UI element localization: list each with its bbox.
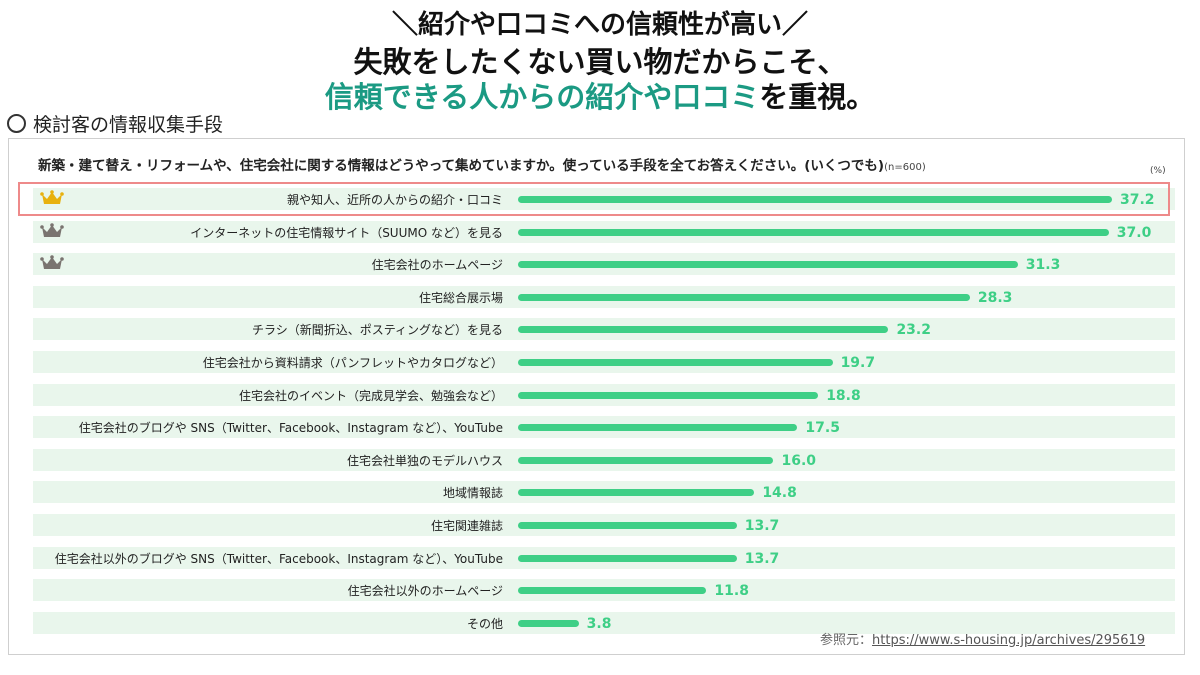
headline-line-3: 信頼できる人からの紹介や口コミを重視。 — [0, 74, 1200, 116]
crown-gray-icon — [40, 255, 64, 275]
bar — [518, 554, 737, 562]
bar — [518, 391, 819, 399]
source-link[interactable]: https://www.s-housing.jp/archives/295619 — [872, 633, 1146, 648]
bar-value-label: 23.2 — [896, 322, 931, 339]
bar — [518, 424, 798, 432]
headline-accent-text: 信頼できる人からの紹介や口コミ — [324, 80, 760, 114]
bar — [518, 228, 1109, 236]
bar-value-label: 11.8 — [714, 583, 749, 600]
bar-value-label: 13.7 — [744, 550, 780, 567]
bar-category-label: 住宅会社以外のホームページ — [347, 584, 503, 599]
bar-category-label: 地域情報誌 — [442, 486, 503, 501]
bar-category-label: 住宅関連雑誌 — [430, 519, 503, 533]
bar — [518, 456, 774, 464]
bar-category-label: 住宅総合展示場 — [418, 290, 503, 305]
bar-category-label: 住宅会社のホームページ — [371, 258, 503, 273]
bar-value-label: 37.2 — [1120, 192, 1155, 208]
section-label: 検討客の情報収集手段 — [7, 110, 223, 137]
section-label-text: 検討客の情報収集手段 — [33, 114, 224, 136]
crown-gold-icon-shape — [40, 190, 64, 204]
chart-title: 新築・建て替え・リフォームや、住宅会社に関する情報はどうやって集めていますか。使… — [38, 154, 926, 174]
bar-value-label: 37.0 — [1116, 224, 1152, 241]
crown-gray-icon — [40, 222, 64, 243]
bar-value-label: 19.7 — [840, 355, 876, 371]
bar-category-label: 住宅会社単独のモデルハウス — [346, 453, 503, 468]
headline-line-2: 失敗をしたくない買い物だからこそ、 — [353, 45, 847, 79]
bar-value-label: 31.3 — [1025, 257, 1061, 274]
bar-value-label: 18.8 — [826, 387, 861, 404]
bar-category-label: 住宅会社から資料請求（パンフレットやカタログなど） — [202, 356, 503, 370]
bar — [518, 489, 755, 497]
headline-rest-text: を重視。 — [759, 80, 876, 114]
bar-value-label: 3.8 — [586, 615, 612, 632]
bar — [518, 326, 889, 334]
highlight-frame — [18, 182, 1170, 216]
sample-size-note: (n=600) — [884, 162, 926, 173]
bar — [518, 587, 707, 595]
bar — [518, 293, 970, 301]
bar-category-label: 住宅会社のイベント（完成見学会、勉強会など） — [238, 388, 503, 403]
bar-value-label: 14.8 — [762, 485, 797, 502]
bar-value-label: 16.0 — [781, 452, 817, 469]
bar — [518, 359, 833, 366]
bar-value-label: 13.7 — [744, 518, 780, 534]
bar-category-label: 親や知人、近所の人からの紹介・口コミ — [286, 193, 503, 207]
bar-category-label: 住宅会社以外のブログや SNS（Twitter、Facebook、Instagr… — [54, 551, 503, 566]
bar-value-label: 17.5 — [805, 420, 840, 437]
bar — [518, 619, 579, 627]
bar-category-label: その他 — [466, 616, 503, 631]
headline-line-1: ＼紹介や口コミへの信頼性が高い／ — [391, 10, 808, 40]
bar-category-label: インターネットの住宅情報サイト（SUUMO など）を見る — [190, 225, 503, 240]
bar — [518, 522, 737, 529]
crown-gray-icon-shape — [40, 255, 64, 270]
chart-question-text: 新築・建て替え・リフォームや、住宅会社に関する情報はどうやって集めていますか。使… — [38, 158, 885, 174]
bar-row-background — [33, 611, 1175, 634]
source-citation: 参照元：https://www.s-housing.jp/archives/29… — [820, 629, 1145, 648]
circle-icon — [7, 114, 26, 133]
source-prefix: 参照元： — [820, 633, 873, 648]
crown-gold-icon — [40, 190, 64, 210]
bar-value-label: 28.3 — [977, 289, 1013, 306]
bar-category-label: チラシ（新聞折込、ポスティングなど）を見る — [251, 323, 503, 338]
bar — [518, 196, 1112, 203]
bar — [518, 261, 1018, 269]
bar-category-label: 住宅会社のブログや SNS（Twitter、Facebook、Instagram… — [78, 421, 503, 436]
unit-label: (%) — [1150, 166, 1166, 176]
crown-gray-icon-shape — [40, 222, 64, 237]
